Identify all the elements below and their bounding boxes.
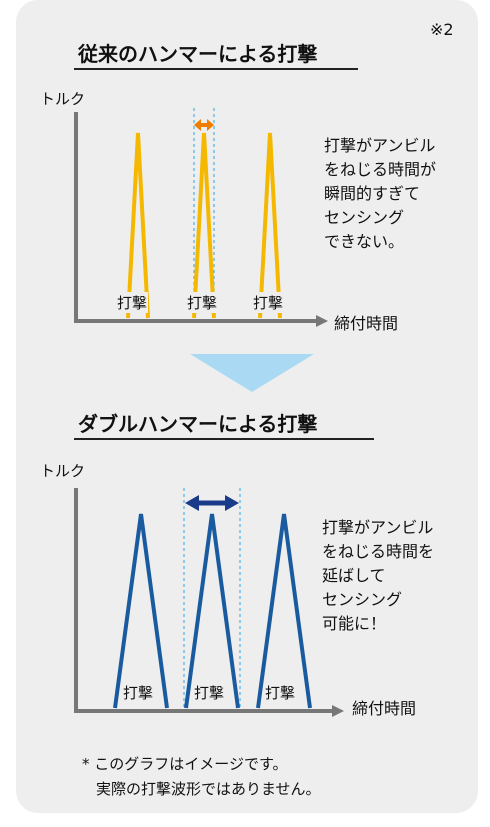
chart1-span-arrow-left bbox=[194, 119, 201, 131]
chart1-peak-label: 打撃 bbox=[186, 292, 219, 313]
chart2-span-arrow-right bbox=[225, 495, 239, 511]
chart2-description: 打撃がアンビル をねじる時間を 延ばして センシング 可能に！ bbox=[322, 516, 434, 636]
chart1-span-arrow-right bbox=[207, 119, 214, 131]
chart1-description: 打撃がアンビル をねじる時間が 瞬間的すぎて センシング できない。 bbox=[324, 134, 436, 254]
chart1-description-line: 瞬間的すぎて bbox=[324, 184, 421, 203]
chart2-strike-peak bbox=[113, 513, 169, 709]
chart2-peak-label: 打撃 bbox=[193, 682, 226, 703]
footnote: * このグラフはイメージです。 実際の打撃波形ではありません。 bbox=[82, 752, 321, 802]
chart1-strike-peak bbox=[192, 132, 216, 319]
chart2-strike-peak bbox=[256, 513, 312, 709]
chart2-strike-peak bbox=[184, 513, 240, 709]
chart2-description-line: 延ばして bbox=[322, 566, 386, 585]
footnote-line: 実際の打撃波形ではありません。 bbox=[96, 780, 321, 798]
chart2-x-axis-label: 締付時間 bbox=[352, 699, 417, 718]
chart1-strike-peak bbox=[126, 132, 150, 319]
chart1-title: 従来のハンマーによる打撃 bbox=[78, 42, 318, 66]
chart2-span-arrow-left bbox=[185, 495, 199, 511]
chart1-title-underline bbox=[74, 68, 358, 70]
chart2-title: ダブルハンマーによる打撃 bbox=[78, 412, 318, 436]
chart2-description-line: 打撃がアンビル bbox=[322, 518, 434, 537]
chart2-title-underline bbox=[74, 438, 374, 440]
chart2-peak-label: 打撃 bbox=[264, 682, 297, 703]
chart1-peak-label: 打撃 bbox=[116, 292, 149, 313]
chart2-description-line: 可能に！ bbox=[322, 614, 387, 633]
footnote-line: * このグラフはイメージです。 bbox=[82, 755, 288, 773]
chart1-x-axis-label: 締付時間 bbox=[334, 314, 399, 333]
chart1-description-line: センシング bbox=[324, 208, 405, 227]
chart1-y-axis-label: トルク bbox=[40, 90, 86, 108]
note-reference: ※2 bbox=[430, 20, 454, 39]
chart2-description-line: をねじる時間を bbox=[322, 542, 435, 561]
chart2-description-line: センシング bbox=[322, 590, 403, 609]
chart2-x-axis-arrowhead bbox=[332, 705, 344, 717]
chart1-x-axis-arrowhead bbox=[316, 315, 328, 327]
chart1-strike-peak bbox=[258, 132, 282, 319]
chart1-peak-label: 打撃 bbox=[252, 292, 285, 313]
chart2-y-axis-label: トルク bbox=[40, 462, 86, 480]
chart1-description-line: 打撃がアンビル bbox=[324, 136, 436, 155]
chart2-peak-label: 打撃 bbox=[122, 682, 155, 703]
chart1-description-line: できない。 bbox=[324, 232, 405, 251]
chart-card bbox=[16, 0, 478, 813]
chart1-description-line: をねじる時間が bbox=[324, 160, 437, 179]
